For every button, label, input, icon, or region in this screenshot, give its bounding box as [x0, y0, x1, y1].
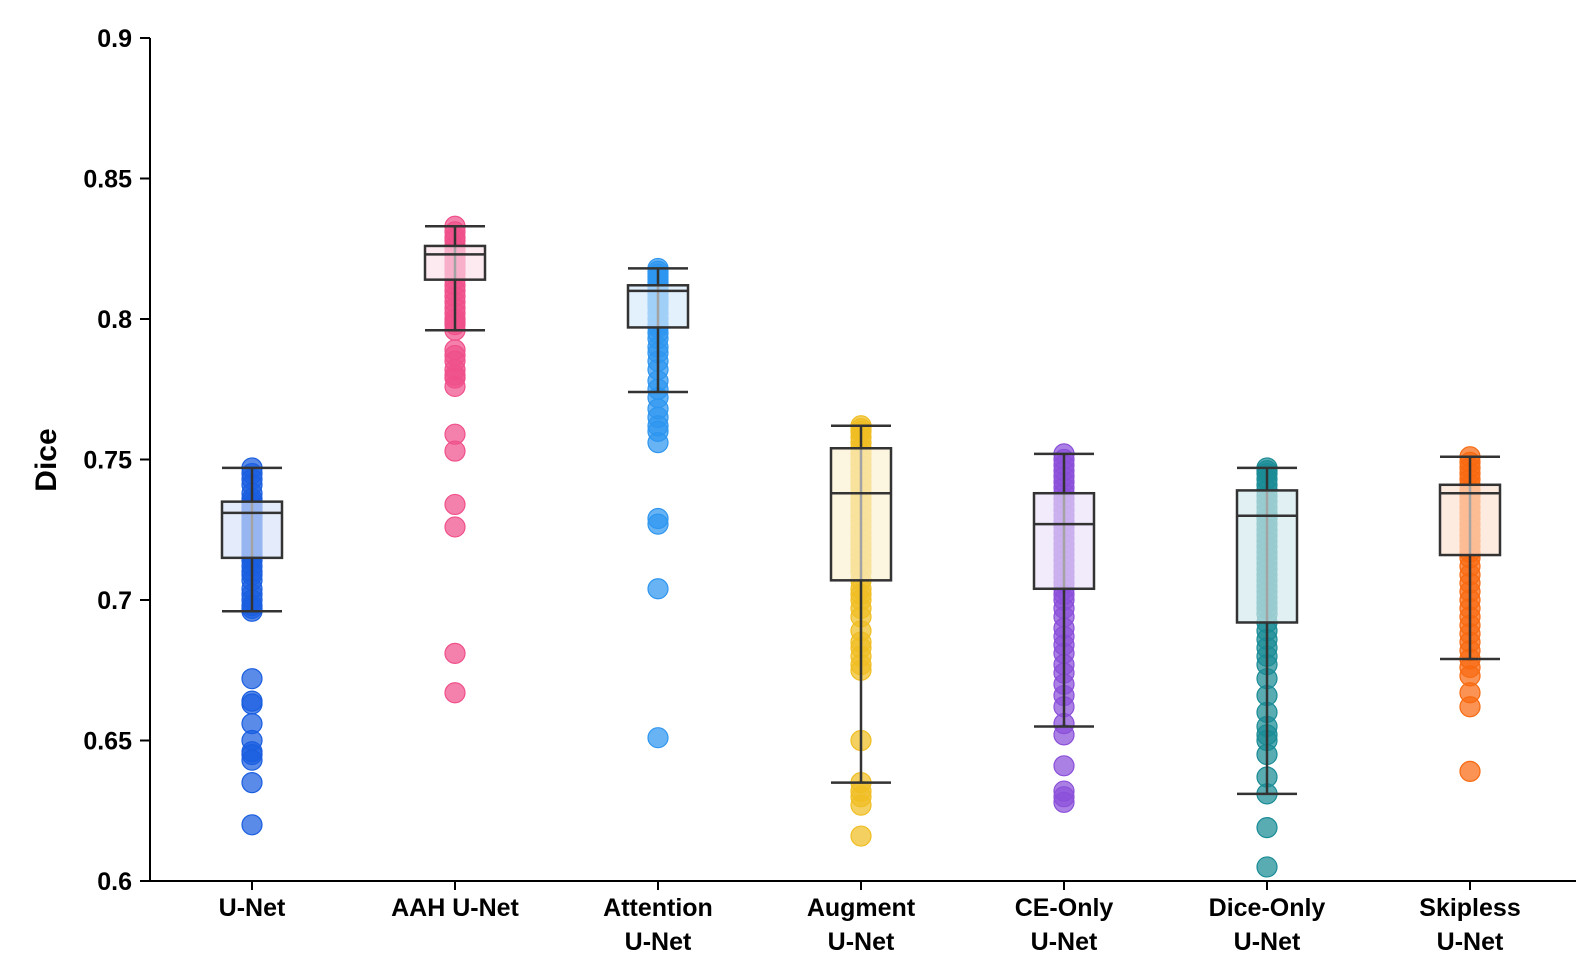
data-point — [444, 440, 466, 462]
data-point — [444, 375, 466, 398]
y-tick-label: 0.6 — [97, 868, 132, 896]
data-point — [241, 814, 263, 836]
y-tick-label: 0.7 — [97, 587, 132, 615]
data-point — [241, 693, 263, 715]
data-point — [444, 642, 466, 664]
x-tick-label: AAH U-Net — [391, 894, 519, 922]
data-point — [1459, 760, 1481, 783]
data-point — [1256, 856, 1278, 878]
box-iqr — [220, 500, 284, 560]
data-point — [444, 682, 466, 704]
x-tick-label: U-Net — [625, 928, 692, 956]
y-tick-label: 0.8 — [97, 306, 132, 334]
box-iqr — [1438, 483, 1502, 557]
data-point — [1053, 724, 1075, 746]
box-group — [1438, 446, 1502, 783]
x-tick-label: U-Net — [828, 928, 895, 956]
x-tick-label: U-Net — [1031, 928, 1098, 956]
data-point — [241, 749, 263, 771]
box-iqr — [1032, 491, 1096, 591]
y-tick-label: 0.85 — [83, 166, 132, 194]
box-group — [829, 415, 893, 847]
box-group — [1235, 457, 1299, 878]
x-tick-label: Attention — [603, 894, 713, 922]
box-group — [423, 215, 487, 704]
data-point — [850, 794, 872, 816]
plot-area — [220, 215, 1502, 878]
x-tick-label: Dice-Only — [1209, 894, 1326, 922]
data-point — [647, 432, 669, 454]
x-tick-label: U-Net — [1437, 928, 1504, 956]
data-point — [1053, 755, 1075, 777]
data-point — [1256, 817, 1278, 839]
data-point — [241, 668, 263, 690]
box-iqr — [423, 244, 487, 281]
box-group — [220, 457, 284, 836]
y-axis-ticks: 0.6 0.65 0.7 0.75 0.8 0.85 0.9 — [83, 25, 150, 896]
y-tick-label: 0.9 — [97, 25, 132, 53]
box-iqr — [626, 284, 690, 329]
x-axis-ticks: U-Net AAH U-Net Attention U-Net Augment U-Net… — [219, 881, 1521, 956]
data-point — [647, 578, 669, 600]
data-point — [444, 516, 466, 538]
data-point — [444, 493, 466, 516]
box-iqr — [829, 447, 893, 582]
box-group — [1032, 443, 1096, 813]
x-tick-label: U-Net — [1234, 928, 1301, 956]
x-tick-label: CE-Only — [1015, 894, 1114, 922]
y-axis-title: Dice — [30, 428, 63, 491]
data-point — [1459, 696, 1481, 718]
y-tick-label: 0.65 — [83, 728, 132, 756]
box-group — [626, 257, 690, 749]
data-point — [850, 825, 872, 847]
x-tick-label: Augment — [807, 894, 916, 922]
data-point — [1053, 791, 1075, 813]
x-tick-label: Skipless — [1419, 894, 1520, 922]
data-point — [647, 727, 669, 749]
data-point — [241, 772, 263, 794]
y-tick-label: 0.75 — [83, 447, 132, 475]
box-iqr — [1235, 489, 1299, 624]
x-tick-label: U-Net — [219, 894, 286, 922]
data-point — [647, 513, 669, 535]
